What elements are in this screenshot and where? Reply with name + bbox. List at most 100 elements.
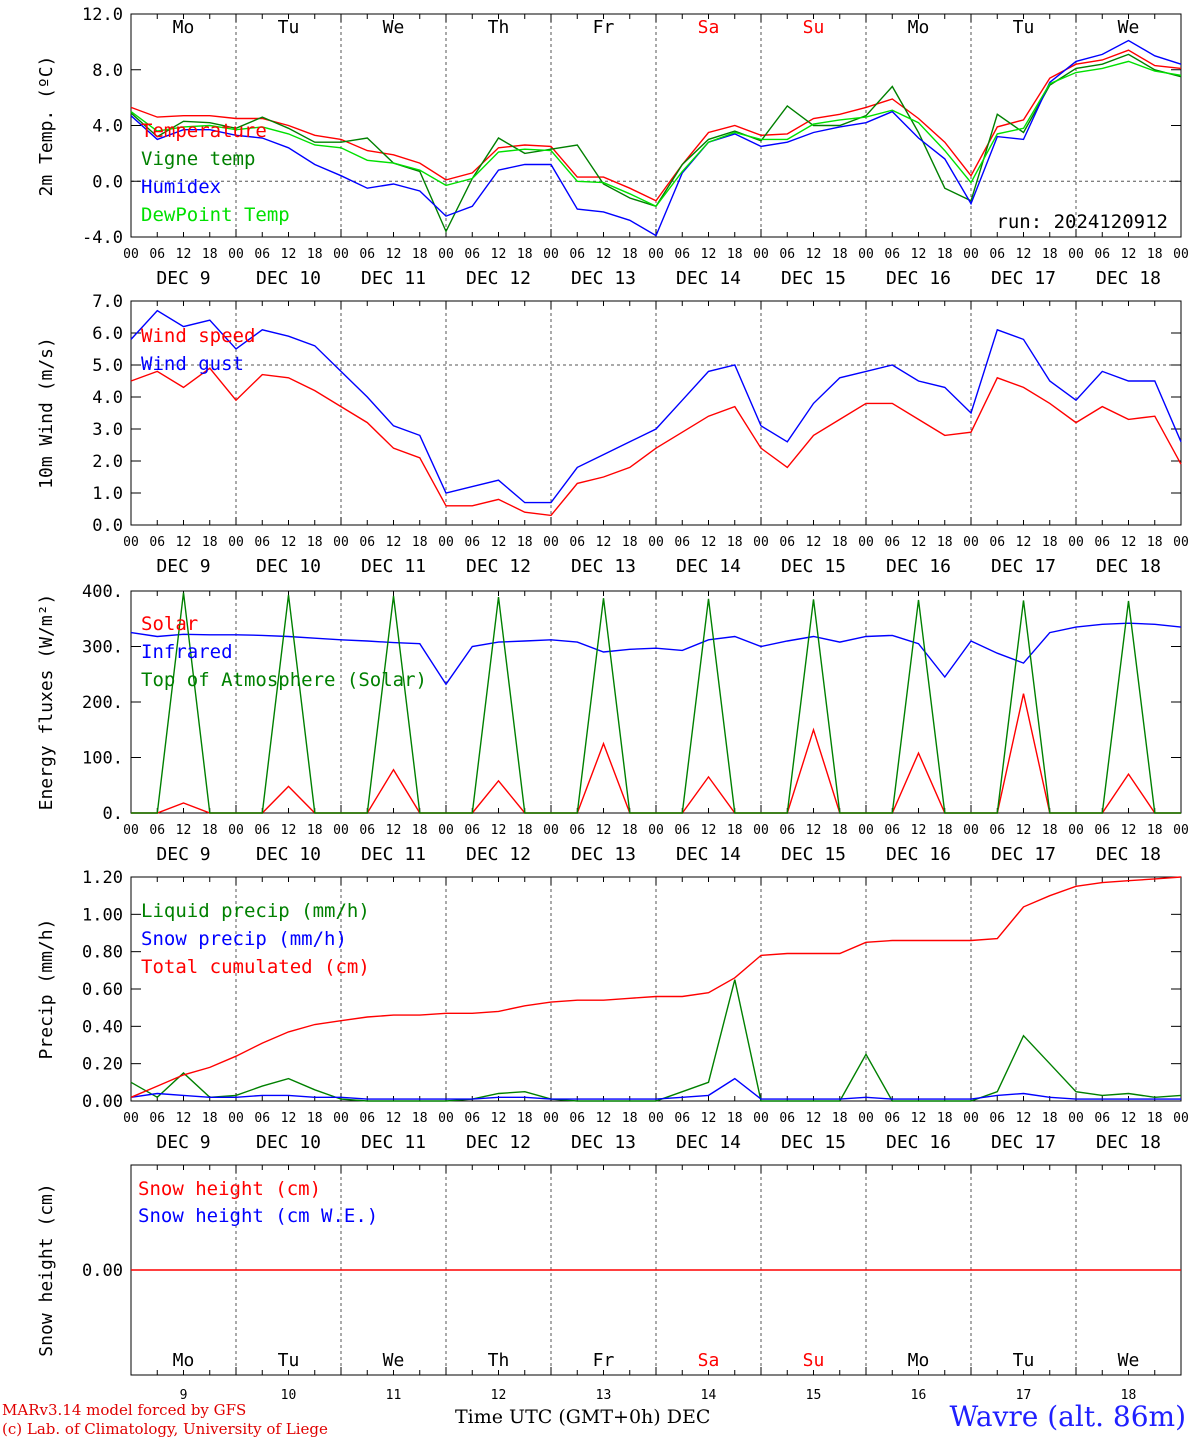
y-tick-label: 200. bbox=[82, 693, 123, 713]
date-label: DEC 9 bbox=[156, 268, 210, 289]
hour-tick-label: 12 bbox=[701, 1111, 717, 1126]
hour-tick-label: 12 bbox=[596, 823, 612, 838]
hour-tick-label: 06 bbox=[779, 535, 795, 550]
y-tick-label: 6.0 bbox=[92, 324, 123, 344]
date-label: DEC 15 bbox=[781, 844, 846, 865]
legend-entry: DewPoint Temp bbox=[141, 204, 290, 226]
hour-tick-label: 18 bbox=[517, 535, 533, 550]
date-label: DEC 13 bbox=[571, 1132, 636, 1153]
hour-tick-label: 12 bbox=[491, 247, 507, 262]
hour-tick-label: 18 bbox=[1147, 535, 1163, 550]
hour-tick-label: 00 bbox=[648, 1111, 664, 1126]
weekday-label: Su bbox=[803, 17, 825, 38]
legend-entry: Total cumulated (cm) bbox=[141, 956, 370, 978]
hour-tick-label: 12 bbox=[386, 823, 402, 838]
hour-tick-label: 12 bbox=[1016, 823, 1032, 838]
hour-tick-label: 18 bbox=[1042, 823, 1058, 838]
weekday-label: Mo bbox=[173, 17, 195, 38]
y-tick-label: 0.00 bbox=[82, 1092, 123, 1112]
hour-tick-label: 06 bbox=[464, 535, 480, 550]
y-tick-label: 8.0 bbox=[92, 61, 123, 81]
hour-tick-label: 00 bbox=[858, 1111, 874, 1126]
hour-tick-label: 12 bbox=[1121, 823, 1137, 838]
panel-1: -4.0 0.0 4.0 8.0 12.0 2m Temp. (ºC) Mo Tu We Th Fr… bbox=[36, 5, 1189, 289]
date-label: DEC 13 bbox=[571, 268, 636, 289]
day-number: 15 bbox=[806, 1388, 822, 1403]
weekday-label: Mo bbox=[908, 1350, 930, 1371]
hour-tick-label: 06 bbox=[464, 823, 480, 838]
hour-tick-label: 00 bbox=[1173, 1111, 1189, 1126]
y-tick-label: 400. bbox=[82, 582, 123, 602]
hour-tick-label: 06 bbox=[569, 247, 585, 262]
hour-tick-label: 00 bbox=[1068, 823, 1084, 838]
date-label: DEC 17 bbox=[991, 844, 1056, 865]
hour-tick-label: 06 bbox=[989, 247, 1005, 262]
hour-tick-label: 06 bbox=[884, 247, 900, 262]
hour-tick-label: 12 bbox=[701, 535, 717, 550]
legend-entry: Top of Atmosphere (Solar) bbox=[141, 669, 427, 691]
y-tick-label: 0.80 bbox=[82, 943, 123, 963]
y-tick-label: -4.0 bbox=[82, 228, 123, 248]
y-tick-label: 2.0 bbox=[92, 452, 123, 472]
hour-tick-label: 18 bbox=[412, 1111, 428, 1126]
hour-tick-label: 00 bbox=[858, 535, 874, 550]
hour-tick-label: 00 bbox=[648, 247, 664, 262]
date-label: DEC 9 bbox=[156, 556, 210, 577]
hour-tick-label: 00 bbox=[333, 535, 349, 550]
hour-tick-label: 00 bbox=[123, 247, 139, 262]
hour-tick-label: 00 bbox=[123, 535, 139, 550]
credit-line-2: (c) Lab. of Climatology, University of L… bbox=[2, 1420, 328, 1438]
hour-tick-label: 06 bbox=[674, 535, 690, 550]
hour-tick-label: 18 bbox=[832, 247, 848, 262]
hour-tick-label: 18 bbox=[937, 1111, 953, 1126]
hour-tick-label: 06 bbox=[989, 823, 1005, 838]
hour-tick-label: 00 bbox=[963, 535, 979, 550]
hour-tick-label: 18 bbox=[937, 535, 953, 550]
date-label: DEC 13 bbox=[571, 844, 636, 865]
date-label: DEC 14 bbox=[676, 268, 741, 289]
legend-entry: Infrared bbox=[141, 641, 233, 663]
series-line-wind-speed bbox=[130, 367, 1182, 517]
hour-tick-label: 18 bbox=[622, 247, 638, 262]
date-label: DEC 11 bbox=[361, 556, 426, 577]
y-tick-label: 0.40 bbox=[82, 1017, 123, 1037]
hour-tick-label: 06 bbox=[569, 823, 585, 838]
hour-tick-label: 12 bbox=[701, 247, 717, 262]
hour-tick-label: 00 bbox=[858, 823, 874, 838]
hour-tick-label: 06 bbox=[254, 247, 270, 262]
hour-tick-label: 12 bbox=[1016, 1111, 1032, 1126]
hour-tick-label: 06 bbox=[149, 823, 165, 838]
y-axis-label: Precip (mm/h) bbox=[36, 919, 57, 1060]
hour-tick-label: 00 bbox=[543, 1111, 559, 1126]
y-tick-label: 0.0 bbox=[92, 516, 123, 536]
y-tick-label: 7.0 bbox=[92, 292, 123, 312]
hour-tick-label: 00 bbox=[333, 1111, 349, 1126]
hour-tick-label: 18 bbox=[937, 823, 953, 838]
hour-tick-label: 18 bbox=[202, 823, 218, 838]
hour-tick-label: 18 bbox=[1042, 535, 1058, 550]
hour-tick-label: 18 bbox=[727, 535, 743, 550]
hour-tick-label: 00 bbox=[228, 535, 244, 550]
hour-tick-label: 12 bbox=[596, 247, 612, 262]
day-number: 17 bbox=[1016, 1388, 1032, 1403]
station-name: Wavre (alt. 86m) bbox=[949, 1400, 1186, 1433]
date-label: DEC 15 bbox=[781, 1132, 846, 1153]
hour-tick-label: 12 bbox=[176, 1111, 192, 1126]
weekday-label: We bbox=[383, 1350, 405, 1371]
weekday-label: Mo bbox=[173, 1350, 195, 1371]
hour-tick-label: 12 bbox=[596, 535, 612, 550]
hour-tick-label: 00 bbox=[228, 1111, 244, 1126]
y-tick-label: 0.00 bbox=[82, 1261, 123, 1281]
hour-tick-label: 00 bbox=[963, 1111, 979, 1126]
hour-tick-label: 18 bbox=[832, 1111, 848, 1126]
hour-tick-label: 18 bbox=[727, 823, 743, 838]
hour-tick-label: 18 bbox=[832, 535, 848, 550]
series-line-total-cumulated-cm- bbox=[130, 876, 1182, 1098]
hour-tick-label: 00 bbox=[543, 535, 559, 550]
hour-tick-label: 18 bbox=[412, 535, 428, 550]
hour-tick-label: 12 bbox=[1121, 535, 1137, 550]
legend-entry: Wind gust bbox=[141, 353, 244, 375]
hour-tick-label: 00 bbox=[438, 1111, 454, 1126]
hour-tick-label: 12 bbox=[1016, 247, 1032, 262]
